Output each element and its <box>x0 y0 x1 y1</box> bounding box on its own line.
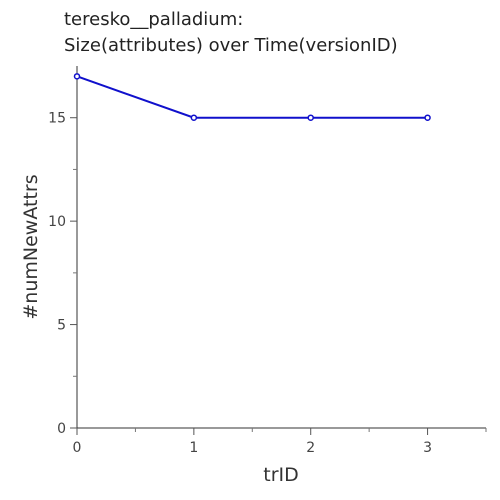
x-tick-label-1: 1 <box>189 440 198 456</box>
data-point-0-2 <box>307 114 314 121</box>
data-point-0-0 <box>73 73 81 80</box>
x-tick-label-2: 2 <box>306 440 315 456</box>
series-line-0 <box>76 75 428 119</box>
y-tick-label-2: 10 <box>48 214 66 230</box>
y-tick-label-3: 15 <box>48 111 66 127</box>
plot-area: 0 5 10 15 0 1 2 3 <box>48 66 487 456</box>
y-tick-label-1: 5 <box>57 318 66 334</box>
y-tick-label-0: 0 <box>57 421 66 437</box>
chart-title-line-1: teresko__palladium: <box>64 9 243 30</box>
data-point-0-3 <box>424 114 431 121</box>
x-axis-label: trID <box>263 464 299 486</box>
y-axis-label: #numNewAttrs <box>20 174 42 319</box>
x-tick-label-0: 0 <box>73 440 82 456</box>
chart-title-line-2: Size(attributes) over Time(versionID) <box>64 35 398 56</box>
data-point-0-1 <box>190 114 198 121</box>
x-tick-label-3: 3 <box>423 440 432 456</box>
